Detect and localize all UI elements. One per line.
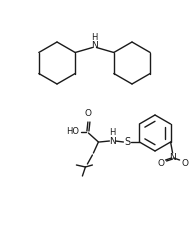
Text: S: S xyxy=(124,137,130,147)
Text: O: O xyxy=(181,160,188,169)
Text: H: H xyxy=(109,128,116,137)
Text: N: N xyxy=(91,41,98,50)
Text: H: H xyxy=(91,34,98,42)
Text: N: N xyxy=(169,152,176,161)
Text: N: N xyxy=(109,136,116,146)
Text: HO: HO xyxy=(66,127,79,136)
Text: O: O xyxy=(157,160,164,169)
Text: O: O xyxy=(85,109,92,118)
